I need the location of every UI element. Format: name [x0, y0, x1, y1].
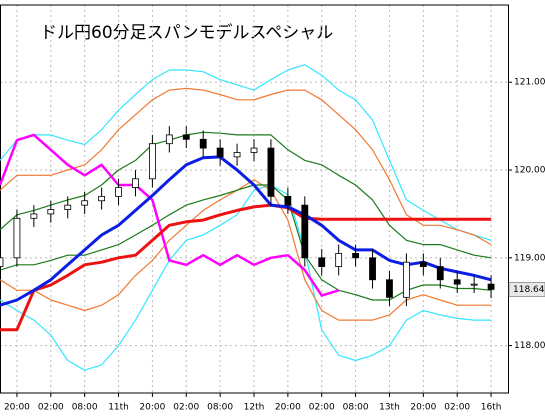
- candle-body: [81, 200, 89, 206]
- series-line: [0, 131, 492, 259]
- x-tick-label: 02:00: [38, 403, 64, 413]
- x-tick-label: 16th: [481, 403, 502, 413]
- candle-body: [318, 257, 326, 267]
- candle-body: [47, 209, 55, 215]
- candle-body: [250, 147, 258, 153]
- candle-body: [301, 204, 309, 259]
- x-tick-label: 12th: [244, 403, 265, 413]
- x-tick-label: 08:00: [343, 403, 369, 413]
- candle-body: [470, 283, 478, 286]
- x-tick-label: 20:00: [4, 403, 30, 413]
- x-tick-label: 02:00: [173, 403, 199, 413]
- candle-body: [13, 217, 21, 259]
- candle-body: [98, 195, 105, 202]
- candle-body: [199, 138, 207, 149]
- x-tick-label: 08:00: [72, 403, 98, 413]
- plot-frame: [0, 4, 509, 394]
- candle-body: [233, 152, 241, 158]
- candle-body: [436, 266, 444, 281]
- candle-body: [402, 261, 410, 298]
- x-tick-label: 20:00: [275, 403, 301, 413]
- y-tick-label: 121.00: [514, 78, 545, 88]
- y-tick-label: 120.00: [514, 166, 545, 176]
- candle-body: [216, 147, 224, 158]
- x-tick-label: 08:00: [207, 403, 233, 413]
- candle-body: [165, 134, 173, 145]
- candle-body: [386, 279, 393, 298]
- candle-body: [352, 253, 360, 259]
- last-price-box: [508, 282, 545, 297]
- candle-body: [369, 257, 376, 281]
- candle-body: [453, 279, 461, 285]
- candle-body: [115, 187, 122, 197]
- y-tick-label: 119.00: [514, 253, 545, 263]
- candle-body: [148, 143, 156, 180]
- candle-body: [487, 283, 495, 290]
- candle-body: [267, 147, 275, 197]
- candle-body: [419, 261, 427, 267]
- series-line: [0, 184, 492, 371]
- series-line: [0, 87, 492, 246]
- series-line: [0, 203, 492, 332]
- candle-body: [0, 257, 4, 267]
- series-line: [0, 64, 492, 241]
- candle-body: [335, 253, 343, 267]
- series-line: [0, 179, 492, 321]
- y-tick-label: 118.00: [514, 341, 545, 351]
- x-tick-label: 20:00: [139, 403, 165, 413]
- x-tick-label: 13th: [379, 403, 400, 413]
- x-tick-label: 02:00: [309, 403, 335, 413]
- series-line: [0, 133, 340, 297]
- last-price-label: 118.64: [513, 285, 545, 295]
- candle-body: [30, 213, 38, 219]
- candle-body: [284, 195, 292, 206]
- chart-title: ドル円60分足スパンモデルスペシャル: [40, 22, 333, 43]
- candle-body: [64, 204, 72, 210]
- x-tick-label: 20:00: [410, 403, 436, 413]
- candle-body: [182, 134, 190, 140]
- x-tick-label: 02:00: [444, 403, 470, 413]
- x-tick-label: 11th: [108, 403, 129, 413]
- candle-body: [132, 178, 139, 188]
